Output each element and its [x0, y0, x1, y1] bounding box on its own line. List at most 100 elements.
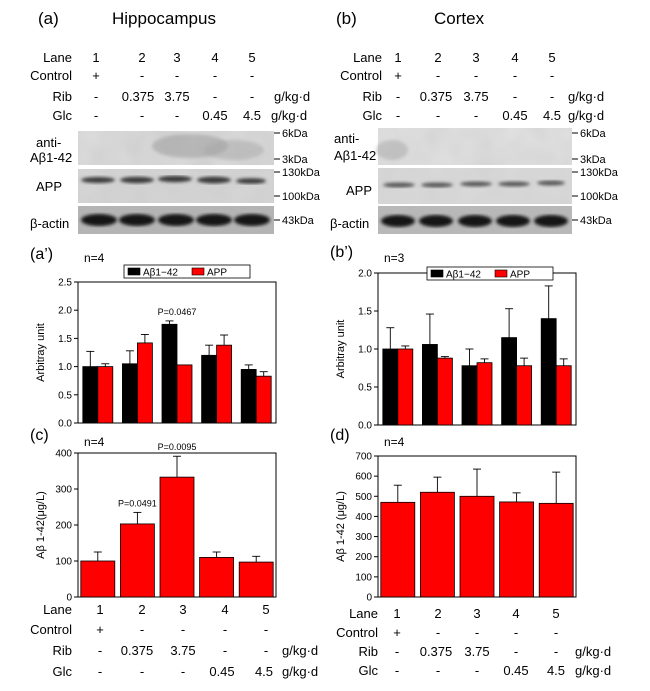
- y-tick-label: 1.5: [358, 307, 372, 318]
- band: [419, 215, 453, 227]
- panel-c-n: n=4: [84, 435, 105, 449]
- bar: [161, 323, 178, 424]
- p-value-annotation: P=0.0095: [158, 442, 197, 452]
- lane-number: 1: [92, 50, 99, 65]
- bar: [516, 365, 532, 426]
- lane-number: 2: [138, 50, 145, 65]
- band: [496, 215, 530, 227]
- rib-cell: -: [513, 89, 517, 104]
- lane-number: 3: [179, 602, 186, 617]
- panel-b-label: (b): [336, 9, 357, 28]
- lane-number: 2: [434, 606, 441, 621]
- y-tick-label: 400: [355, 512, 372, 523]
- y-tick-label: 400: [55, 449, 72, 460]
- unit-label: g/kg·d: [282, 643, 318, 658]
- rib-cell: 3.75: [464, 644, 489, 659]
- control-cell: -: [140, 622, 144, 637]
- unit-label: g/kg·d: [282, 664, 318, 679]
- unit-label: g/kg·d: [575, 644, 611, 659]
- row-label-lane: Lane: [43, 50, 72, 65]
- band: [534, 215, 568, 227]
- row-label-control: Control: [30, 68, 72, 83]
- legend: Aβ1−42 APP: [123, 264, 251, 279]
- marker-ticks: [274, 132, 280, 221]
- bar: [540, 318, 557, 426]
- rib-cell: -: [94, 89, 98, 104]
- glc-cell: -: [395, 663, 399, 678]
- row-label-control: Control: [340, 68, 382, 83]
- bar: [240, 369, 257, 424]
- bar: [255, 375, 272, 424]
- bar: [499, 501, 535, 598]
- control-cell: +: [96, 622, 104, 637]
- glc-cell: 4.5: [547, 663, 565, 678]
- panel-b-title: Cortex: [434, 9, 485, 28]
- lane-number: 5: [548, 50, 555, 65]
- band: [421, 182, 453, 188]
- control-cell: +: [394, 68, 402, 83]
- bar: [159, 476, 195, 598]
- marker-label: 43kDa: [580, 215, 613, 227]
- rib-cell: 3.75: [164, 89, 189, 104]
- y-tick-label: 500: [355, 492, 372, 503]
- marker-label: 100kDa: [580, 191, 619, 203]
- rib-cell: -: [264, 643, 268, 658]
- panel-d-n: n=4: [384, 435, 405, 449]
- control-cell: -: [436, 625, 440, 640]
- legend-label: APP: [207, 268, 227, 279]
- y-tick-label: 0.0: [58, 419, 72, 430]
- legend-box: [123, 264, 251, 279]
- chart-b2-arbitrary-units: 0.0 0.5 1.0 1.5 2.0 Arbitray unit Aβ1−42 APP: [335, 266, 577, 432]
- chart-c-abeta-hippocampus: 0 100 200 300 400 Aβ 1-42(μg/L) P=0.0491 P=0.00…: [35, 442, 277, 604]
- blot-bands-app: [81, 175, 266, 184]
- row-label-rib: Rib: [362, 89, 382, 104]
- row-label-glc: Glc: [359, 663, 379, 678]
- band: [498, 181, 530, 187]
- panel-a2-n: n=4: [84, 251, 105, 265]
- y-tick-label: 0.5: [58, 390, 72, 401]
- lane-number: 3: [472, 50, 479, 65]
- lane-number: 3: [173, 50, 180, 65]
- unit-label: g/kg·d: [274, 89, 310, 104]
- glc-cell: 0.45: [502, 108, 527, 123]
- panel-b2-n: n=3: [384, 251, 405, 265]
- bar: [201, 354, 218, 424]
- lane-table-a: Lane Control Rib Glc 1 2 3 4 5 + - - - -…: [30, 50, 310, 123]
- rib-cell: 3.75: [463, 89, 488, 104]
- control-cell: -: [554, 625, 558, 640]
- lane-number: 1: [393, 606, 400, 621]
- control-cell: -: [213, 68, 217, 83]
- lane-table-b: Lane Control Rib Glc 1 2 3 4 5 + - - - -…: [340, 50, 604, 123]
- glc-cell: -: [140, 108, 144, 123]
- control-cell: -: [264, 622, 268, 637]
- row-label-lane: Lane: [353, 50, 382, 65]
- band: [197, 176, 231, 184]
- y-axis-label: Arbitray unit: [335, 320, 347, 379]
- blot-smear: [376, 140, 408, 160]
- bar: [421, 344, 438, 426]
- bar: [122, 363, 138, 424]
- legend-label: APP: [510, 270, 530, 281]
- bar: [382, 348, 399, 426]
- bar: [199, 557, 235, 598]
- y-tick-label: 0: [366, 593, 372, 604]
- control-cell: -: [175, 68, 179, 83]
- glc-cell: 0.45: [209, 664, 234, 679]
- rib-cell: 0.375: [420, 644, 453, 659]
- blot-bands-actin: [81, 214, 270, 226]
- panel-a-label: (a): [38, 9, 59, 28]
- rib-cell: 0.375: [420, 89, 453, 104]
- lane-number: 4: [511, 50, 518, 65]
- panel-a-title: Hippocampus: [112, 9, 216, 28]
- blot-texture: [378, 128, 572, 165]
- glc-cell: 4.5: [243, 108, 261, 123]
- band: [158, 214, 194, 226]
- legend: Aβ1−42 APP: [426, 266, 554, 281]
- band: [381, 215, 415, 227]
- blot-actin-label: β-actin: [30, 216, 69, 231]
- band: [234, 214, 270, 226]
- row-label-glc: Glc: [53, 108, 73, 123]
- lane-number: 4: [211, 50, 218, 65]
- control-cell: -: [513, 68, 517, 83]
- marker-ticks: [572, 132, 578, 221]
